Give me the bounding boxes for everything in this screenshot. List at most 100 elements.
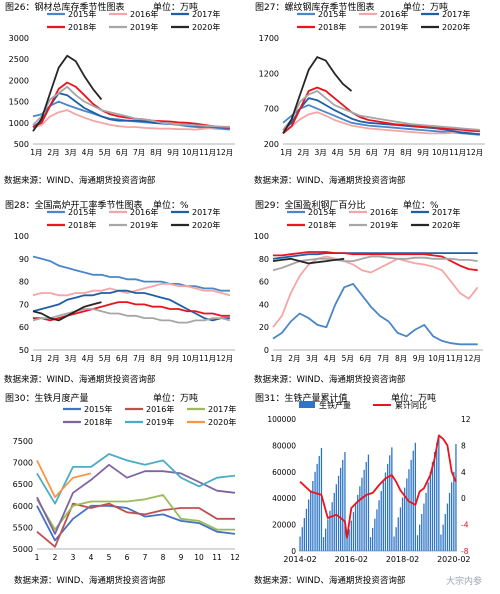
bar (421, 514, 423, 551)
x-tick-label: 1月 (270, 354, 282, 363)
series-line (272, 252, 478, 260)
bar (312, 481, 314, 551)
x-tick-label: 10 (194, 553, 204, 562)
series-line (272, 255, 479, 328)
bar (325, 528, 327, 551)
bar (363, 469, 365, 551)
bar (444, 514, 446, 551)
bar (333, 492, 335, 551)
x-tick-label: 11月 (449, 148, 466, 157)
bar (380, 490, 382, 551)
y-tick-label: 80 (19, 278, 29, 287)
series-line (272, 257, 345, 265)
y-left-tick-label: 60000 (272, 468, 296, 477)
bar (374, 518, 376, 551)
x-tick-label: 8月 (150, 148, 162, 157)
x-tick-label: 6 (125, 553, 130, 562)
series-line (282, 104, 480, 136)
series-line (282, 56, 353, 134)
bar (419, 524, 421, 551)
bar (425, 492, 427, 551)
x-tick-label: 12 (230, 553, 240, 562)
x-tick-label: 6月 (366, 148, 378, 157)
legend-label: 2019年 (380, 22, 408, 32)
y-left-tick-label: 0 (291, 547, 296, 556)
series-line (32, 308, 231, 324)
y-tick-label: 100 (14, 232, 29, 241)
y-tick-label: 6000 (13, 502, 33, 511)
y-left-tick-label: 20000 (272, 521, 296, 530)
legend-label: 2020年 (432, 220, 460, 230)
legend-label: 2019年 (130, 220, 158, 230)
bar (354, 503, 357, 551)
legend-label: 2020年 (442, 22, 470, 32)
x-tick-label: 10月 (182, 354, 199, 363)
x-tick-label: 4月 (332, 148, 344, 157)
x-tick-label: 3月 (65, 148, 77, 157)
x-tick-label: 7月 (133, 148, 145, 157)
bar (320, 448, 323, 551)
series-line (282, 111, 480, 135)
series-line (282, 97, 480, 135)
chart-title: 图26：钢材总库存季节性图表 (5, 1, 124, 13)
legend-label: 2016年 (130, 9, 158, 19)
chart-panel-26: 图26：钢材总库存季节性图表 单位：万吨 500 1000 1500 2000 2500 30… (3, 0, 243, 182)
y-tick-label: 6500 (13, 480, 33, 489)
series-line (32, 289, 230, 322)
y-right-tick-label: 12 (461, 415, 471, 424)
y-tick-label: 2500 (9, 55, 29, 64)
x-tick-label: 5月 (349, 148, 361, 157)
bar (303, 518, 305, 551)
source-note-30: 数据来源：WIND、海通期货投资咨询部 (14, 576, 166, 586)
bar (331, 502, 333, 551)
chart-title: 图27：螺纹钢库存季节性图表 (255, 1, 374, 13)
x-tick-label: 8 (161, 553, 166, 562)
x-tick-label: 2018-02 (386, 555, 419, 564)
x-tick-label: 7月 (377, 354, 389, 363)
chart-unit: 单位：万吨 (403, 1, 448, 13)
legend-label: 2015年 (308, 207, 336, 217)
bar (433, 452, 436, 551)
series-line (272, 283, 478, 346)
y-tick-label: 20 (259, 323, 269, 332)
chart-svg-28: 图28：全国高炉开工率季节性图表 单位：% 50 60 70 80 90 100 1月 2月 3月 4… (5, 199, 235, 363)
y-tick-label: 5500 (13, 523, 33, 532)
bar (440, 534, 442, 551)
y-right-tick-label: 0 (461, 494, 466, 503)
x-tick-label: 4月 (82, 354, 94, 363)
y-tick-label: 7000 (13, 459, 33, 468)
legend-label: 2018年 (308, 220, 336, 230)
y-tick-label: 80 (259, 255, 269, 264)
x-tick-label: 4 (89, 553, 94, 562)
bar (451, 482, 453, 551)
bar (387, 463, 389, 551)
bar (410, 459, 412, 551)
chart-svg-29: 图29：全国盈利钢厂百分比 单位：% 0 20 40 60 80 100 1月 2月 3月 4月 5月 6… (254, 199, 483, 363)
chart-panel-31: 图31：生铁产量累计值 单位：万吨 0 20000 40000 60000 80000 100… (253, 391, 493, 573)
y-tick-label: 200 (264, 140, 279, 149)
chart-title: 图29：全国盈利钢厂百分比 (255, 199, 365, 211)
bar (438, 434, 440, 551)
bar (446, 503, 449, 551)
x-tick-label: 8月 (150, 354, 162, 363)
y-tick-label: 50 (19, 346, 29, 355)
y-tick-label: 40 (259, 300, 269, 309)
legend-label: 2020年 (192, 22, 220, 32)
chart-svg-27: 图27：螺纹钢库存季节性图表 单位：万吨 200 700 1200 1700 1月 2月 3月 4… (255, 1, 485, 157)
series-line (299, 434, 457, 539)
series-line (32, 301, 102, 322)
bar (350, 520, 352, 551)
y-tick-label: 90 (19, 255, 29, 264)
x-tick-label: 5 (107, 553, 112, 562)
x-tick-label: 11 (212, 553, 222, 562)
chart-unit: 单位：万吨 (153, 392, 198, 404)
x-tick-label: 11月 (199, 148, 216, 157)
x-tick-label: 7 (143, 553, 148, 562)
bar (431, 461, 434, 551)
series-line (32, 54, 103, 132)
x-tick-label: 2月 (297, 148, 309, 157)
y-right-tick-label: -4 (461, 521, 469, 530)
series-line (273, 251, 478, 272)
bar (453, 471, 455, 551)
y-tick-label: 1700 (259, 34, 279, 43)
